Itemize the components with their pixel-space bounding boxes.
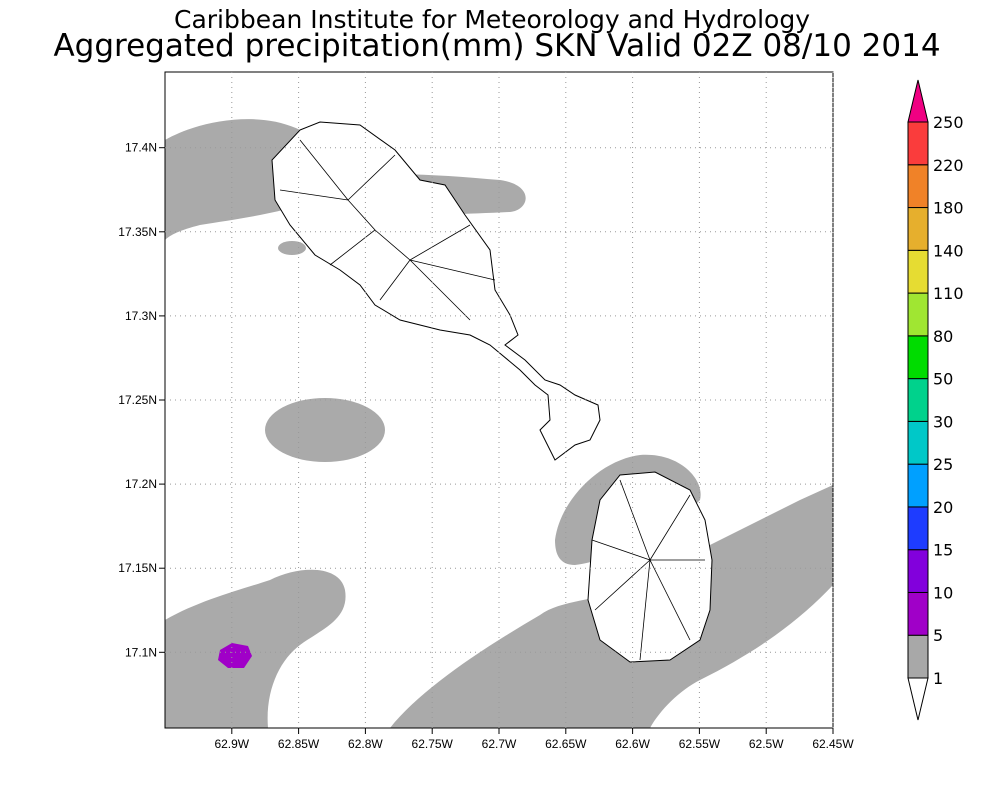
map-layers [165, 72, 833, 728]
y-tick-label: 17.25N [118, 393, 157, 407]
colorbar-segment [907, 591, 929, 636]
colorbar-label: 220 [933, 156, 964, 175]
colorbar-segment [907, 549, 929, 593]
colorbar-label: 25 [933, 455, 953, 474]
colorbar-segment [907, 164, 929, 209]
precip-area [278, 241, 306, 255]
colorbar-over [907, 79, 929, 123]
colorbar-label: 250 [933, 113, 964, 132]
colorbar-segment [907, 207, 929, 251]
watersheds [279, 139, 705, 661]
nevis [587, 471, 713, 663]
y-tick-label: 17.35N [118, 225, 157, 239]
colorbar-segment [907, 506, 929, 551]
precip-area [165, 569, 346, 728]
colorbar-segment [907, 121, 929, 166]
colorbar-label: 5 [933, 626, 943, 645]
y-tick-label: 17.2N [125, 477, 157, 491]
x-tick-label: 62.65W [545, 737, 587, 751]
x-tick-label: 62.6W [615, 737, 650, 751]
colorbar-label: 1 [933, 669, 943, 688]
colorbar-label: 20 [933, 498, 953, 517]
x-tick-label: 62.7W [482, 737, 517, 751]
x-tick-label: 62.8W [348, 737, 383, 751]
colorbar-segment [907, 249, 929, 294]
precip-area-purple [218, 643, 252, 668]
colorbar-segment [907, 378, 929, 422]
colorbar-label: 10 [933, 583, 953, 602]
colorbar-label: 80 [933, 327, 953, 346]
colorbar-segment [907, 634, 929, 679]
x-tick-label: 62.55W [679, 737, 721, 751]
precip-area [265, 398, 385, 462]
colorbar-segment [907, 420, 929, 465]
y-tick-label: 17.15N [118, 561, 157, 575]
subtitle: Aggregated precipitation(mm) SKN Valid 0… [53, 28, 940, 64]
colorbar-label: 30 [933, 412, 953, 431]
y-tick-label: 17.4N [125, 141, 157, 155]
title: Caribbean Institute for Meteorology and … [174, 5, 810, 34]
drainage-lines [591, 479, 705, 661]
x-tick-label: 62.5W [749, 737, 784, 751]
colorbar-label: 180 [933, 199, 964, 218]
y-tick-label: 17.3N [125, 309, 157, 323]
colorbar-label: 140 [933, 241, 964, 260]
colorbar-segment [907, 463, 929, 508]
precip-areas [165, 119, 833, 728]
colorbar-label: 110 [933, 284, 964, 303]
y-tick-label: 17.1N [125, 645, 157, 659]
colorbar-segment [907, 335, 929, 380]
x-tick-label: 62.45W [812, 737, 854, 751]
colorbar-label: 50 [933, 370, 953, 389]
x-tick-label: 62.85W [278, 737, 320, 751]
colorbar-segment [907, 292, 929, 337]
colorbar-label: 15 [933, 541, 953, 560]
colorbar-under [907, 677, 929, 721]
x-tick-label: 62.75W [412, 737, 454, 751]
drainage-lines [279, 139, 496, 321]
x-tick-label: 62.9W [214, 737, 249, 751]
